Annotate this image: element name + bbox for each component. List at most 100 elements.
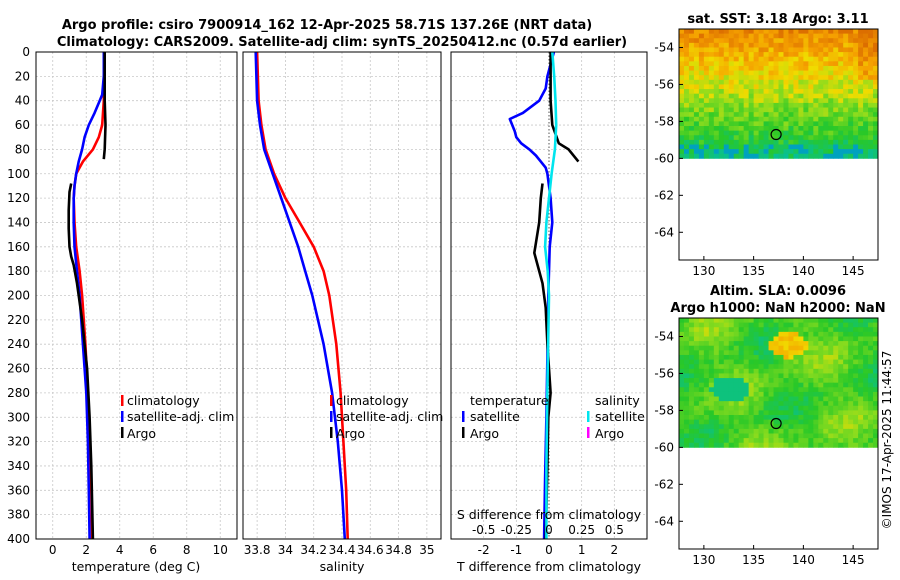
heatmap-cell [773,336,779,342]
heatmap-cell [728,33,735,39]
heatmap-cell [679,121,685,127]
heatmap-cell [753,382,760,388]
heatmap-cell [833,65,839,71]
heatmap-cell [803,93,809,99]
heatmap-cell [703,135,710,141]
heatmap-cell [718,42,725,48]
heatmap-cell [698,98,705,104]
heatmap-cell [683,327,690,333]
heatmap-cell [693,93,700,99]
heatmap-cell [798,405,804,411]
heatmap-cell [863,364,869,370]
heatmap-cell [773,387,779,393]
heatmap-cell [743,130,750,136]
depth-tick-label: 340 [7,459,30,473]
heatmap-cell [743,135,750,141]
heatmap-cell [868,350,874,356]
heatmap-cell [828,33,834,39]
heatmap-cell [868,42,874,48]
heatmap-cell [728,29,735,35]
heatmap-cell [708,401,715,407]
heatmap-cell [753,89,760,95]
heatmap-cell [793,139,799,145]
heatmap-cell [679,410,685,416]
heatmap-cell [818,373,824,379]
heatmap-cell [828,396,834,402]
heatmap-cell [743,56,750,62]
heatmap-cell [843,359,849,365]
heatmap-cell [728,56,735,62]
heatmap-cell [763,29,769,35]
heatmap-cell [863,341,869,347]
heatmap-cell [763,419,769,425]
heatmap-cell [773,318,779,324]
heatmap-cell [853,107,859,113]
heatmap-cell [753,70,760,76]
legend-label-argo: Argo [336,426,365,441]
heatmap-cell [688,438,695,444]
heatmap-cell [718,112,725,118]
heatmap-cell [818,56,824,62]
heatmap-cell [818,318,824,324]
heatmap-cell [793,70,799,76]
heatmap-cell [823,368,829,374]
heatmap-cell [853,387,859,393]
heatmap-cell [679,61,685,67]
heatmap-cell [683,47,690,53]
heatmap-cell [873,84,879,90]
heatmap-cell [853,149,859,155]
heatmap-cell [733,387,740,393]
heatmap-cell [873,331,879,337]
heatmap-cell [788,364,794,370]
heatmap-cell [783,336,789,342]
heatmap-cell [798,327,804,333]
heatmap-cell [858,359,864,365]
heatmap-cell [679,387,685,393]
heatmap-cell [788,327,794,333]
heatmap-cell [773,391,779,397]
heatmap-cell [753,433,760,439]
heatmap-cell [708,56,715,62]
heatmap-cell [788,47,794,53]
heatmap-cell [738,359,745,365]
heatmap-cell [833,135,839,141]
heatmap-cell [868,33,874,39]
t-difference-tick-label: -1 [510,543,522,557]
heatmap-cell [788,322,794,328]
heatmap-cell [698,135,705,141]
heatmap-cell [788,56,794,62]
heatmap-cell [708,341,715,347]
heatmap-cell [743,116,750,122]
heatmap-cell [718,130,725,136]
heatmap-cell [828,52,834,58]
heatmap-cell [758,144,764,150]
heatmap-cell [693,135,700,141]
heatmap-cell [783,322,789,328]
heatmap-cell [873,405,879,411]
heatmap-cell [818,391,824,397]
heatmap-cell [778,153,784,159]
lon-tick-label: 145 [842,264,865,278]
heatmap-cell [688,415,695,421]
heatmap-cell [713,130,720,136]
t-difference-tick-label: -2 [478,543,490,557]
heatmap-cell [688,396,695,402]
heatmap-cell [843,322,849,328]
heatmap-cell [788,428,794,434]
heatmap-cell [703,84,710,90]
heatmap-cell [748,387,755,393]
heatmap-cell [713,419,720,425]
heatmap-cell [793,79,799,85]
heatmap-cell [773,410,779,416]
heatmap-cell [823,387,829,393]
heatmap-cell [773,433,779,439]
series-line-satellite-adj-clim [72,52,106,540]
heatmap-cell [873,70,879,76]
heatmap-cell [688,112,695,118]
heatmap-cell [788,368,794,374]
heatmap-cell [783,42,789,48]
salinity-xlabel: salinity [320,559,365,574]
lon-tick-label: 145 [842,553,865,567]
salinity-tick-label: 34 [278,543,293,557]
heatmap-cell [823,98,829,104]
